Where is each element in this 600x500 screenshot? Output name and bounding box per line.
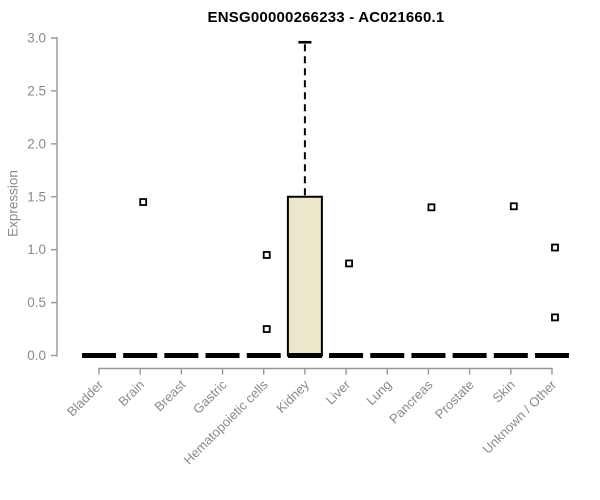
median-bar [534, 353, 569, 358]
y-tick-label: 0.0 [27, 348, 46, 363]
outlier-marker [427, 203, 436, 212]
x-tick-label: Prostate [432, 377, 477, 422]
y-tick-label: 1.5 [27, 189, 46, 204]
y-tick-label: 0.5 [27, 295, 46, 310]
median-bar [205, 353, 240, 358]
median-bar [246, 353, 281, 358]
y-tick-label: 2.0 [27, 136, 46, 151]
x-tick-label: Brain [115, 377, 147, 409]
y-tick-label: 2.5 [27, 83, 46, 98]
outlier-marker [509, 202, 518, 211]
median-bar [329, 353, 364, 358]
y-tick-label: 3.0 [27, 31, 46, 46]
outlier-marker [551, 243, 559, 252]
x-tick-label: Breast [151, 377, 188, 414]
y-tick-label: 1.0 [27, 242, 46, 257]
x-tick-label: Skin [489, 377, 517, 405]
outlier-marker [345, 259, 353, 268]
box [286, 195, 323, 357]
x-tick-label: Kidney [273, 377, 312, 416]
outlier-marker [262, 325, 271, 333]
x-tick-label: Unknown / Other [480, 377, 560, 457]
outlier-marker [262, 251, 271, 259]
median-bar [123, 353, 158, 358]
outlier-marker [551, 313, 559, 322]
x-tick-label: Liver [323, 377, 354, 408]
x-tick-label: Pancreas [386, 377, 436, 427]
median-bar [82, 353, 116, 358]
median-bar [370, 353, 405, 358]
median-bar [493, 353, 528, 358]
median-bar [164, 353, 199, 358]
x-tick-label: Lung [363, 377, 394, 408]
x-tick-label: Gastric [190, 377, 230, 417]
outlier-marker [139, 198, 148, 206]
median-bar [287, 353, 322, 358]
median-bar [411, 353, 446, 358]
x-tick-label: Bladder [64, 377, 107, 420]
median-bar [452, 353, 487, 358]
chart-title: ENSG00000266233 - AC021660.1 [207, 9, 445, 26]
